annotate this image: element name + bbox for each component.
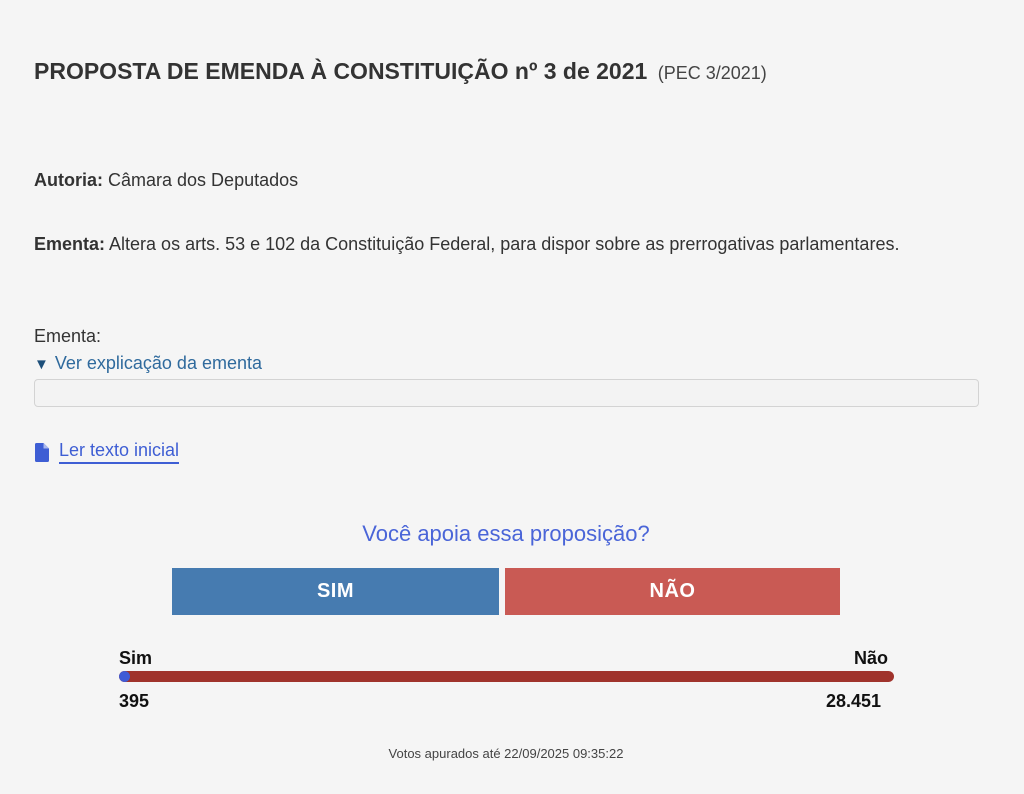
result-sim-label: Sim <box>119 648 153 668</box>
ementa-label: Ementa: <box>34 234 106 254</box>
ver-explicacao-toggle[interactable]: ▼ Ver explicação da ementa <box>34 353 262 374</box>
explicacao-label: Ementa: <box>34 326 102 346</box>
vote-result-bar <box>119 671 894 682</box>
result-sim-count: 395 <box>119 691 150 711</box>
explicacao-content-box <box>34 379 979 407</box>
autoria-row: Autoria: Câmara dos Deputados <box>34 167 914 194</box>
votes-timestamp: Votos apurados até 22/09/2025 09:35:22 <box>388 746 624 761</box>
page-title: PROPOSTA DE EMENDA À CONSTITUIÇÃO nº 3 d… <box>34 58 767 85</box>
autoria-value: Câmara dos Deputados <box>108 170 299 190</box>
proposition-short-id: (PEC 3/2021) <box>657 63 767 83</box>
autoria-label: Autoria: <box>34 170 103 190</box>
result-nao-count: 28.451 <box>826 691 882 711</box>
poll-question: Você apoia essa proposição? <box>362 521 650 546</box>
ler-texto-inicial-label: Ler texto inicial <box>59 440 180 464</box>
ver-explicacao-label: Ver explicação da ementa <box>54 353 262 373</box>
ler-texto-inicial-link[interactable]: Ler texto inicial <box>35 440 180 464</box>
ementa-row: Ementa: Altera os arts. 53 e 102 da Cons… <box>34 231 914 258</box>
vote-nao-button[interactable]: NÃO <box>505 568 840 615</box>
document-icon <box>35 442 49 462</box>
ementa-value: Altera os arts. 53 e 102 da Constituição… <box>109 234 900 254</box>
result-nao-label: Não <box>854 648 889 668</box>
proposition-title: PROPOSTA DE EMENDA À CONSTITUIÇÃO nº 3 d… <box>34 58 648 84</box>
vote-result-bar-sim <box>119 671 130 682</box>
triangle-down-icon: ▼ <box>34 356 49 373</box>
vote-sim-button[interactable]: SIM <box>172 568 499 615</box>
